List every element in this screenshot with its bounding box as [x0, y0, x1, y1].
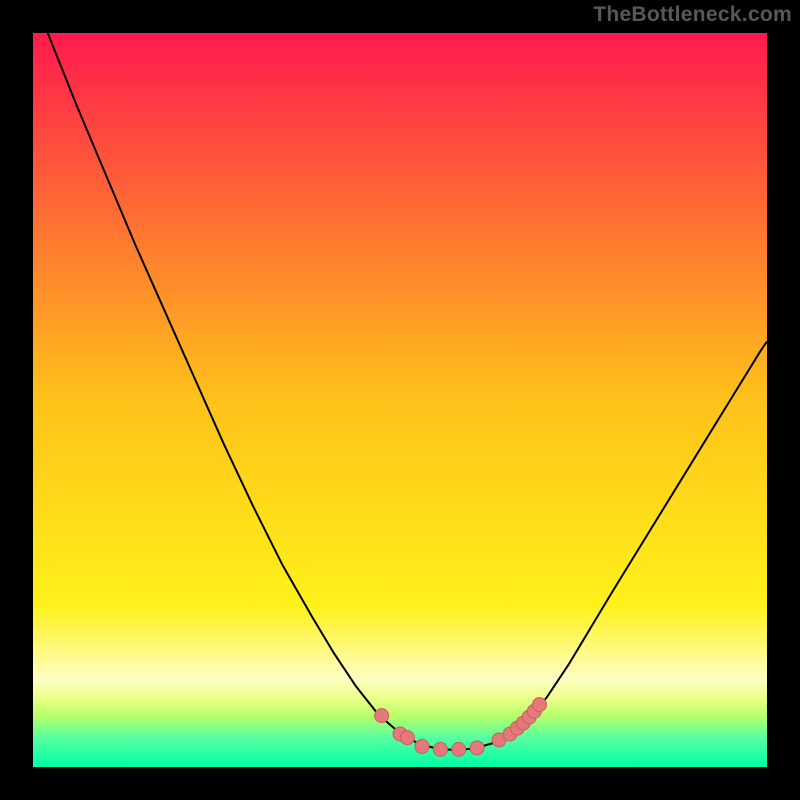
data-marker	[452, 742, 466, 756]
data-marker	[400, 731, 414, 745]
bottleneck-curve	[48, 33, 767, 750]
data-marker	[375, 709, 389, 723]
data-marker	[433, 742, 447, 756]
plot-area	[33, 33, 767, 767]
data-marker	[470, 741, 484, 755]
data-marker	[532, 698, 546, 712]
data-marker	[415, 739, 429, 753]
curve-layer	[33, 33, 767, 767]
chart-frame: TheBottleneck.com	[0, 0, 800, 800]
watermark-text: TheBottleneck.com	[593, 3, 792, 27]
